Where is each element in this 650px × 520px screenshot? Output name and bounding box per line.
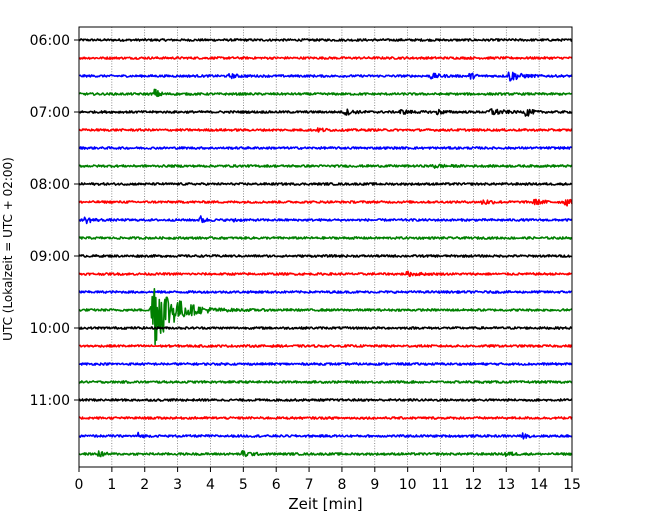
y-tick-label: 06:00 (30, 33, 70, 49)
x-tick-label: 3 (173, 477, 182, 493)
trace-0630 (78, 71, 573, 82)
x-tick-label: 2 (140, 477, 149, 493)
trace-0645 (78, 88, 573, 98)
y-tick-label: 10:00 (30, 321, 70, 337)
y-tick-label: 07:00 (30, 105, 70, 121)
trace-0730 (78, 146, 573, 150)
trace-0900 (78, 254, 573, 258)
trace-0945 (78, 288, 573, 346)
grid-lines (111, 27, 540, 467)
trace-1030 (78, 362, 573, 366)
y-axis-ticks: 06:00 07:00 08:00 09:00 10:00 11:00 (30, 33, 79, 409)
x-tick-label: 12 (464, 477, 482, 493)
trace-0600 (78, 38, 573, 42)
x-tick-label: 11 (432, 477, 450, 493)
trace-0615 (78, 56, 573, 60)
x-tick-label: 14 (530, 477, 548, 493)
x-tick-label: 4 (206, 477, 215, 493)
x-tick-label: 9 (370, 477, 379, 493)
trace-0830 (78, 215, 573, 225)
x-tick-label: 7 (305, 477, 314, 493)
trace-0815 (78, 198, 573, 207)
x-tick-label: 1 (107, 477, 116, 493)
seismogram-traces (78, 38, 573, 458)
x-tick-label: 0 (75, 477, 84, 493)
trace-0845 (78, 236, 573, 240)
trace-0915 (78, 270, 573, 278)
trace-1000 (78, 326, 573, 330)
trace-1045 (78, 380, 573, 384)
y-axis-label: UTC (Lokalzeit = UTC + 02:00) (1, 157, 15, 341)
trace-0800 (78, 182, 573, 186)
trace-1100 (78, 398, 573, 402)
x-tick-label: 6 (272, 477, 281, 493)
x-tick-label: 15 (563, 477, 581, 493)
trace-1130 (78, 431, 573, 440)
y-tick-label: 08:00 (30, 177, 70, 193)
trace-0745 (78, 163, 573, 169)
x-tick-label: 10 (399, 477, 417, 493)
trace-1145 (78, 450, 573, 458)
trace-0715 (78, 127, 573, 133)
x-axis-ticks: 0 1 2 3 4 5 6 7 8 9 10 11 12 13 14 15 (75, 467, 581, 493)
plot-frame (78, 26, 573, 468)
x-tick-label: 5 (239, 477, 248, 493)
y-tick-label: 09:00 (30, 249, 70, 265)
trace-1015 (78, 344, 573, 348)
x-tick-label: 8 (337, 477, 346, 493)
x-tick-label: 13 (497, 477, 515, 493)
trace-0930 (78, 290, 573, 294)
trace-0700 (78, 108, 573, 117)
trace-1115 (78, 416, 573, 420)
x-axis-label: Zeit [min] (288, 495, 362, 513)
y-tick-label: 11:00 (30, 393, 70, 409)
